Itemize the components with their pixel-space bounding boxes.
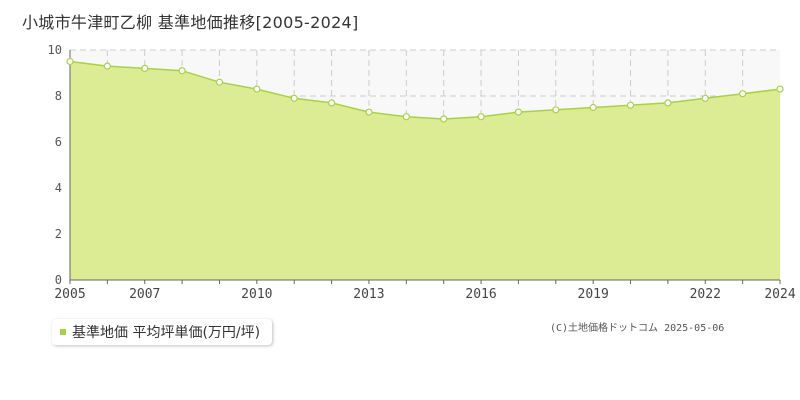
series-line bbox=[69, 60, 781, 120]
data-point bbox=[290, 94, 298, 102]
legend-label: 基準地価 平均坪単価(万円/坪) bbox=[72, 325, 261, 341]
data-point bbox=[776, 85, 784, 93]
data-point bbox=[552, 106, 560, 114]
y-tick-label: 2 bbox=[55, 227, 62, 241]
data-point bbox=[402, 113, 410, 121]
series-area bbox=[70, 61, 780, 280]
data-point bbox=[440, 115, 448, 123]
x-tick-label: 2019 bbox=[578, 287, 609, 302]
data-point bbox=[141, 64, 149, 73]
data-point bbox=[626, 101, 635, 109]
y-tick-label: 6 bbox=[55, 135, 62, 149]
x-tick-label: 2022 bbox=[690, 287, 721, 302]
data-point bbox=[215, 78, 224, 86]
data-point bbox=[477, 113, 485, 121]
y-tick-label: 8 bbox=[55, 89, 62, 103]
y-tick-label: 0 bbox=[55, 273, 62, 287]
y-tick-label: 4 bbox=[55, 181, 62, 195]
data-point bbox=[103, 62, 111, 70]
chart-title: 小城市牛津町乙柳 基準地価推移[2005-2024] bbox=[22, 13, 359, 32]
data-point bbox=[178, 67, 186, 75]
data-point bbox=[664, 99, 672, 107]
data-point bbox=[514, 108, 523, 116]
x-tick-label: 2005 bbox=[54, 287, 85, 302]
x-tick-label: 2024 bbox=[764, 287, 795, 302]
data-point bbox=[327, 99, 336, 107]
x-tick-label: 2007 bbox=[129, 287, 160, 302]
data-point bbox=[253, 85, 261, 93]
data-point bbox=[66, 57, 74, 66]
legend: 基準地価 平均坪単価(万円/坪) bbox=[52, 319, 273, 345]
data-point bbox=[589, 103, 597, 112]
y-tick-label: 10 bbox=[48, 43, 62, 57]
data-point bbox=[365, 108, 373, 116]
x-tick-label: 2010 bbox=[241, 287, 272, 302]
x-tick-label: 2013 bbox=[353, 287, 384, 302]
copyright-text: (C)土地価格ドットコム 2025-05-06 bbox=[550, 323, 725, 334]
x-tick-label: 2016 bbox=[465, 287, 496, 302]
data-point bbox=[739, 90, 747, 98]
data-point bbox=[701, 94, 709, 102]
legend-swatch bbox=[60, 329, 66, 335]
